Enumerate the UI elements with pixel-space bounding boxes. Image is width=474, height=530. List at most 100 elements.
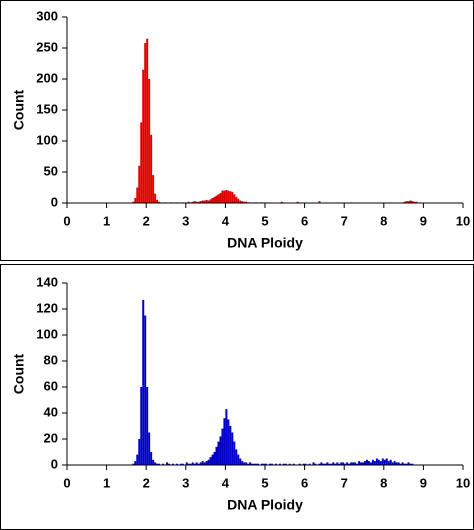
histogram-bar [352,462,355,465]
histogram-bar [401,462,404,465]
histogram-bar [344,463,347,465]
histogram-bar [243,462,246,465]
histogram-bar [265,463,267,465]
histogram-bar [340,462,343,465]
x-tick-label: 4 [222,213,230,228]
histogram-bar [322,463,325,465]
histogram-bar [223,190,226,203]
histogram-bar [215,195,218,203]
histogram-bar [239,200,242,203]
histogram-bar [201,461,204,465]
histogram-bar [385,458,388,465]
y-tick-label: 100 [36,132,58,147]
x-tick-label: 2 [143,475,150,490]
histogram-bar [348,463,351,465]
histogram-bar [358,461,361,465]
histogram-bar [255,463,258,465]
histogram-bar [185,462,188,465]
histogram-bar [350,462,353,465]
histogram-bar [211,454,214,465]
x-tick-label: 1 [103,475,110,490]
y-tick-label: 250 [36,39,58,54]
histogram-bar [270,463,273,465]
histogram-bar [318,201,321,203]
histogram-bar [249,462,252,465]
histogram-bar [383,459,386,465]
histogram-bar [268,463,271,465]
histogram-bar [189,463,192,465]
histogram-bar [211,198,214,203]
histogram-bar [237,198,240,203]
histogram-bar [324,463,327,465]
y-tick-label: 60 [44,378,58,393]
histogram-bar [411,463,414,465]
histogram-bar [132,201,135,203]
histogram-bar [235,196,238,203]
histogram-bar [195,201,198,203]
histogram-bar [154,462,157,465]
y-tick-label: 0 [51,194,58,209]
histogram-bar [219,436,222,465]
histogram-bar [367,461,370,465]
histogram-bar [284,463,287,465]
y-tick-label: 100 [36,326,58,341]
histogram-bar [387,461,390,465]
x-axis-title: DNA Ploidy [227,497,303,513]
histogram-bar [138,165,141,203]
histogram-bar [142,299,145,465]
histogram-bar [261,463,264,465]
y-axis-title: Count [11,353,27,394]
x-tick-label: 7 [341,213,348,228]
histogram-bar [158,201,161,203]
histogram-bar [146,38,149,204]
x-tick-label: 8 [380,213,387,228]
histogram-bar [207,459,210,465]
histogram-bar [243,201,246,203]
histogram-bar [187,463,190,465]
histogram-bar [201,200,204,203]
histogram-bar [280,201,283,203]
y-tick-label: 50 [44,163,58,178]
histogram-bar [320,462,323,465]
histogram-bar [217,194,220,203]
histogram-bar [314,463,317,465]
histogram-bar [158,463,161,465]
histogram-bar [369,462,372,465]
histogram-bar [199,201,202,203]
panel-frame [0,264,474,530]
histogram-bar [187,201,190,203]
histogram-bar [227,419,230,465]
histogram-bar [346,462,349,465]
histogram-bar [241,461,244,465]
histogram-bar [195,462,198,465]
histogram-bar [138,439,141,465]
histogram-bar [338,463,341,465]
histogram-bar [217,441,220,465]
histogram-bar [134,461,137,465]
histogram-bar [411,201,414,203]
x-axis-title: DNA Ploidy [227,235,303,251]
histogram-bar [140,387,143,465]
x-tick-label: 7 [341,475,348,490]
histogram-bar [142,69,145,203]
histogram-bar [156,463,159,465]
histogram-bar [263,463,265,465]
x-tick-label: 1 [103,213,110,228]
histogram-bar [407,201,410,203]
histogram-bar [144,43,147,203]
histogram-bar [205,199,208,203]
panel-frame [0,0,474,261]
histogram-bar [409,463,412,465]
x-tick-label: 5 [261,475,268,490]
histogram-bar [365,459,368,465]
histogram-bar [197,463,200,465]
x-tick-label: 0 [63,475,70,490]
y-axis-title: Count [11,89,27,130]
histogram-bar [191,462,194,465]
histogram-bar [207,200,210,203]
histogram-bar [257,463,260,465]
histogram-bar [140,122,143,203]
y-tick-label: 120 [36,300,58,315]
histogram-bar [391,462,394,465]
histogram-bar [221,190,224,203]
